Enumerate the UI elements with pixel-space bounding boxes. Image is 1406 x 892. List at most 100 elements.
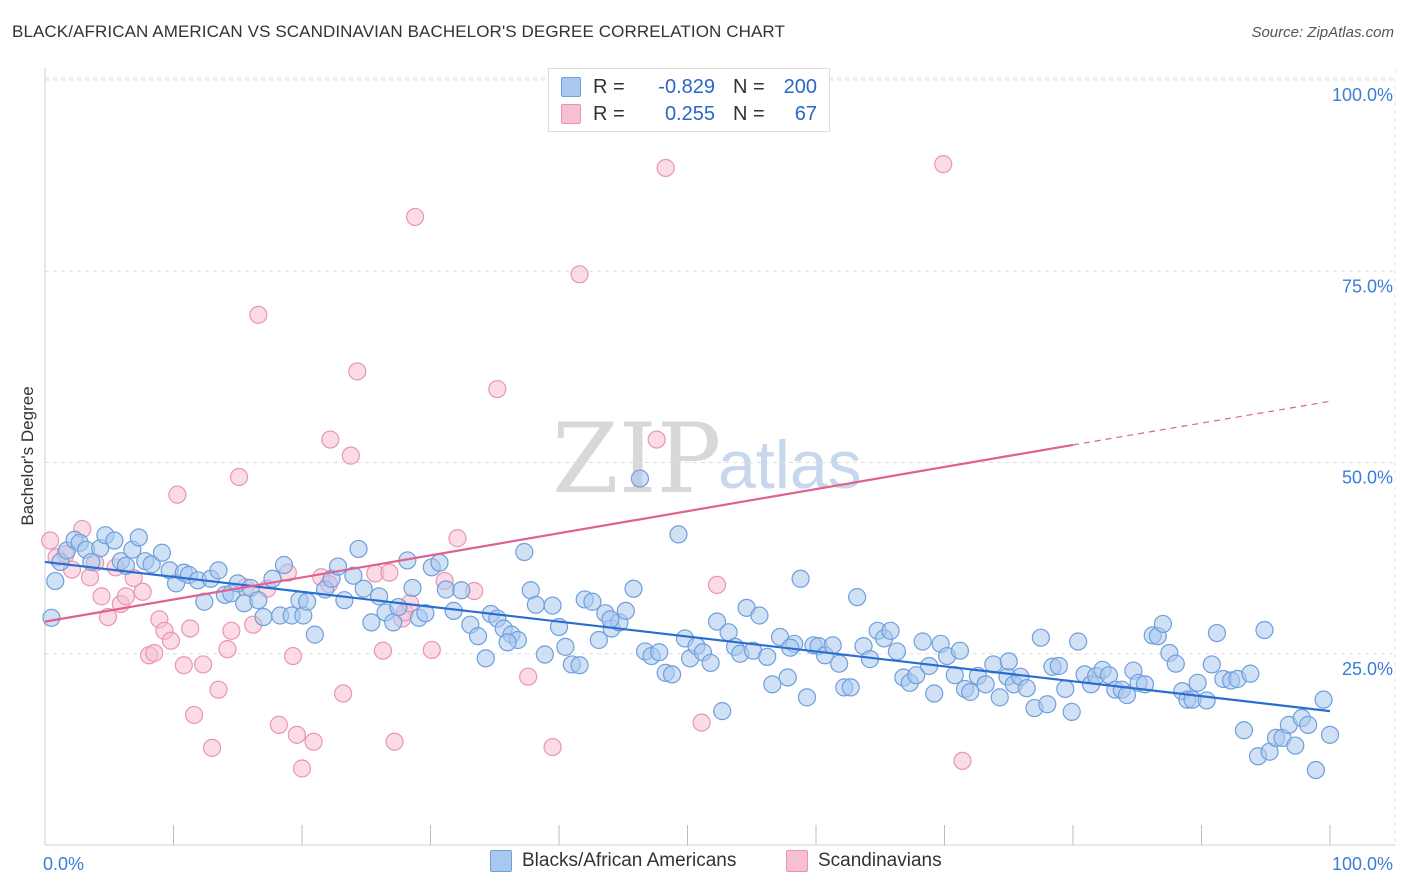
black-african-american-point xyxy=(344,566,363,585)
trend-line-scandinavians-extension xyxy=(1072,400,1331,446)
scandinavian-point xyxy=(287,725,306,744)
black-african-american-point xyxy=(778,668,797,687)
black-african-american-point xyxy=(990,688,1009,707)
legend-label-scandinavians: Scandinavians xyxy=(818,850,942,871)
black-african-american-point xyxy=(1241,664,1260,683)
black-african-american-point xyxy=(950,641,970,660)
black-african-american-point xyxy=(1314,690,1333,709)
scandinavian-point xyxy=(380,563,399,582)
scandinavian-point xyxy=(218,640,237,659)
y-tick-label: 25.0% xyxy=(1342,659,1393,679)
black-african-american-point xyxy=(1069,632,1088,651)
black-african-american-point xyxy=(362,613,381,632)
black-african-american-point xyxy=(1306,760,1325,780)
black-african-american-point xyxy=(713,702,732,721)
scandinavian-point xyxy=(570,265,589,284)
scandinavian-point xyxy=(269,715,288,734)
black-african-american-point xyxy=(105,531,124,550)
r-label: R = xyxy=(593,75,625,98)
black-african-american-point xyxy=(669,525,688,544)
scandinavian-point xyxy=(334,684,353,703)
black-african-american-point xyxy=(46,571,65,591)
black-african-american-point xyxy=(976,675,995,694)
n-value: 67 xyxy=(794,102,817,125)
scandinavian-point xyxy=(116,587,136,606)
scandinavian-point xyxy=(304,732,323,751)
black-african-american-point xyxy=(630,469,650,488)
black-african-american-point xyxy=(999,652,1018,671)
black-african-american-point xyxy=(254,607,273,627)
scandinavian-point xyxy=(168,485,187,504)
black-african-american-point xyxy=(1202,655,1221,674)
legend-item-scandinavians[interactable]: Scandinavians xyxy=(786,850,942,872)
black-african-american-point xyxy=(1038,695,1057,714)
scandinavian-point xyxy=(161,631,181,650)
legend-swatch-blue xyxy=(561,77,581,97)
black-african-american-point xyxy=(526,595,545,614)
black-african-american-point xyxy=(1049,656,1068,676)
black-african-american-point xyxy=(823,636,842,655)
black-african-american-point xyxy=(354,579,373,598)
black-african-american-point xyxy=(887,642,907,661)
black-african-american-point xyxy=(791,569,810,588)
scandinavian-point xyxy=(543,737,562,757)
n-label: N = xyxy=(733,75,765,98)
black-african-american-point xyxy=(1153,614,1173,634)
black-african-american-point xyxy=(543,596,562,615)
black-african-american-point xyxy=(468,627,488,646)
black-african-american-point xyxy=(1255,620,1274,640)
scandinavian-point xyxy=(98,607,118,627)
black-african-american-point xyxy=(403,578,422,598)
scandinavian-point xyxy=(193,655,213,674)
scandinavian-point xyxy=(181,619,200,638)
legend-item-blacks[interactable]: Blacks/African Americans xyxy=(490,850,736,872)
scandinavian-point xyxy=(283,646,303,666)
scandinavian-point xyxy=(488,379,507,399)
black-african-american-point xyxy=(624,579,643,598)
r-value: -0.829 xyxy=(658,75,715,98)
y-tick-label: 75.0% xyxy=(1342,276,1393,296)
scandinavian-point xyxy=(348,362,367,381)
black-african-american-point xyxy=(389,597,408,617)
black-african-american-point xyxy=(1188,673,1207,692)
scandinavian-point xyxy=(41,531,60,550)
black-african-american-point xyxy=(556,637,575,656)
scandinavian-point xyxy=(229,467,249,487)
scandinavian-point xyxy=(707,575,727,595)
scandinavian-point xyxy=(692,713,711,732)
scandinavian-point xyxy=(145,643,164,663)
y-tick-label: 50.0% xyxy=(1342,468,1393,488)
watermark-zip: ZIP xyxy=(552,403,721,515)
watermark-atlas: atlas xyxy=(718,427,862,503)
x-tick-label-min: 0.0% xyxy=(43,854,84,874)
scandinavian-point xyxy=(321,430,340,449)
black-african-american-point xyxy=(1299,715,1318,734)
black-african-american-point xyxy=(416,604,435,623)
trend-lines xyxy=(44,400,1331,713)
black-african-american-point xyxy=(1286,736,1305,755)
scandinavian-point xyxy=(422,640,441,660)
black-african-american-point xyxy=(650,643,669,662)
black-african-american-point xyxy=(452,581,471,600)
trend-line-scandinavians xyxy=(44,443,1074,623)
legend-swatch-pink xyxy=(786,850,808,872)
black-african-american-point xyxy=(1234,721,1254,740)
black-african-american-point xyxy=(1197,691,1216,710)
black-african-american-point xyxy=(1207,623,1227,643)
black-african-american-point xyxy=(430,553,449,572)
scandinavian-point xyxy=(209,680,228,699)
scandinavian-point xyxy=(222,621,241,640)
legend-swatch-blue xyxy=(490,850,512,872)
black-african-american-point xyxy=(298,592,317,611)
black-african-american-point xyxy=(925,684,944,703)
black-african-american-point xyxy=(616,601,635,621)
black-african-american-point xyxy=(701,653,720,673)
black-african-american-point xyxy=(763,675,782,694)
scandinavian-point xyxy=(647,430,666,449)
black-african-american-point xyxy=(583,592,602,611)
r-label: R = xyxy=(593,102,625,125)
n-value: 200 xyxy=(783,75,817,98)
black-african-american-point xyxy=(384,613,403,632)
black-african-american-point xyxy=(1017,679,1036,698)
